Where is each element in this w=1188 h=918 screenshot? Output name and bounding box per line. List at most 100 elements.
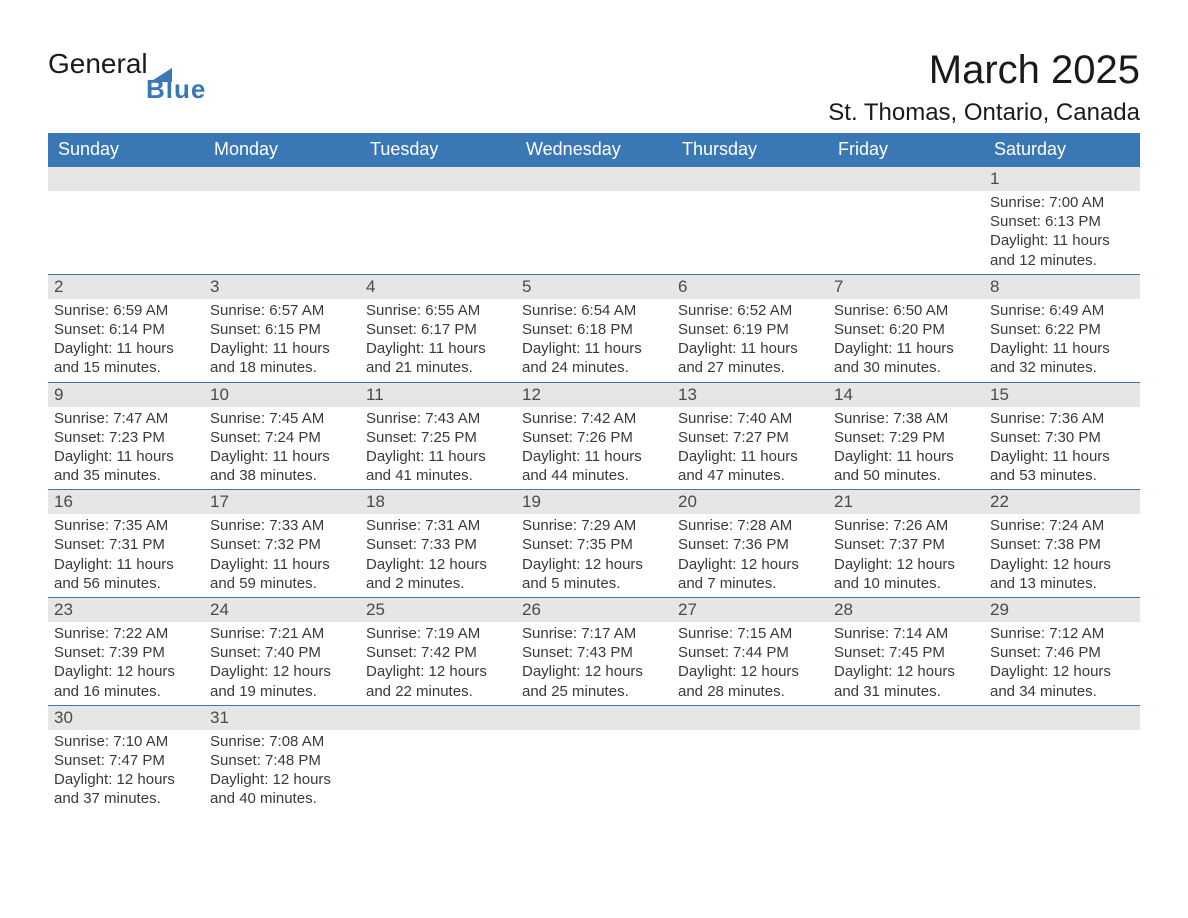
- day-number-empty: [204, 167, 360, 191]
- day-info-line: Sunset: 7:44 PM: [678, 643, 824, 662]
- calendar-cell: 4Sunrise: 6:55 AMSunset: 6:17 PMDaylight…: [360, 274, 516, 382]
- header: General Blue March 2025 St. Thomas, Onta…: [48, 48, 1140, 127]
- day-info-line: and 35 minutes.: [54, 466, 200, 485]
- day-info-line: Sunrise: 6:54 AM: [522, 301, 668, 320]
- day-info: Sunrise: 7:15 AMSunset: 7:44 PMDaylight:…: [676, 624, 824, 701]
- day-info-line: Sunset: 7:45 PM: [834, 643, 980, 662]
- calendar-cell: 25Sunrise: 7:19 AMSunset: 7:42 PMDayligh…: [360, 598, 516, 706]
- calendar-body: 1Sunrise: 7:00 AMSunset: 6:13 PMDaylight…: [48, 167, 1140, 813]
- calendar-cell: [48, 167, 204, 275]
- day-info-line: Sunset: 7:43 PM: [522, 643, 668, 662]
- calendar-cell: 13Sunrise: 7:40 AMSunset: 7:27 PMDayligh…: [672, 382, 828, 490]
- calendar-cell: [828, 167, 984, 275]
- logo-word2: Blue: [146, 74, 206, 105]
- day-info-line: Daylight: 11 hours: [834, 339, 980, 358]
- day-info: Sunrise: 7:14 AMSunset: 7:45 PMDaylight:…: [832, 624, 980, 701]
- day-info-line: Sunset: 6:14 PM: [54, 320, 200, 339]
- calendar-cell: [672, 705, 828, 812]
- title-block: March 2025 St. Thomas, Ontario, Canada: [828, 48, 1140, 127]
- day-info-line: and 40 minutes.: [210, 789, 356, 808]
- day-info-line: Daylight: 12 hours: [522, 555, 668, 574]
- day-header: Friday: [828, 133, 984, 167]
- day-info: Sunrise: 7:10 AMSunset: 7:47 PMDaylight:…: [52, 732, 200, 809]
- day-info: Sunrise: 7:08 AMSunset: 7:48 PMDaylight:…: [208, 732, 356, 809]
- day-info-line: Sunset: 7:36 PM: [678, 535, 824, 554]
- day-info: Sunrise: 7:21 AMSunset: 7:40 PMDaylight:…: [208, 624, 356, 701]
- day-number-empty: [672, 167, 828, 191]
- day-info-line: Sunrise: 7:47 AM: [54, 409, 200, 428]
- calendar-cell: 20Sunrise: 7:28 AMSunset: 7:36 PMDayligh…: [672, 490, 828, 598]
- day-info-line: Sunrise: 7:42 AM: [522, 409, 668, 428]
- calendar-cell: 7Sunrise: 6:50 AMSunset: 6:20 PMDaylight…: [828, 274, 984, 382]
- calendar-cell: 9Sunrise: 7:47 AMSunset: 7:23 PMDaylight…: [48, 382, 204, 490]
- day-number: 9: [48, 383, 204, 407]
- day-info-line: Sunset: 7:35 PM: [522, 535, 668, 554]
- day-info-line: Sunrise: 7:24 AM: [990, 516, 1136, 535]
- calendar-week: 23Sunrise: 7:22 AMSunset: 7:39 PMDayligh…: [48, 598, 1140, 706]
- calendar-cell: 15Sunrise: 7:36 AMSunset: 7:30 PMDayligh…: [984, 382, 1140, 490]
- day-info-line: Sunrise: 7:22 AM: [54, 624, 200, 643]
- day-info-line: Sunrise: 7:26 AM: [834, 516, 980, 535]
- day-number: 1: [984, 167, 1140, 191]
- day-info-line: Sunset: 7:26 PM: [522, 428, 668, 447]
- day-info: Sunrise: 7:19 AMSunset: 7:42 PMDaylight:…: [364, 624, 512, 701]
- day-info-line: Sunrise: 7:38 AM: [834, 409, 980, 428]
- day-info-line: and 2 minutes.: [366, 574, 512, 593]
- day-number: 27: [672, 598, 828, 622]
- location: St. Thomas, Ontario, Canada: [828, 99, 1140, 127]
- day-info-line: Sunrise: 7:17 AM: [522, 624, 668, 643]
- day-info-line: and 32 minutes.: [990, 358, 1136, 377]
- day-info-line: and 56 minutes.: [54, 574, 200, 593]
- day-info-line: and 10 minutes.: [834, 574, 980, 593]
- day-info-line: Daylight: 12 hours: [366, 662, 512, 681]
- day-info: Sunrise: 6:50 AMSunset: 6:20 PMDaylight:…: [832, 301, 980, 378]
- day-info-line: Sunset: 6:17 PM: [366, 320, 512, 339]
- day-info-line: and 28 minutes.: [678, 682, 824, 701]
- day-info-line: Daylight: 12 hours: [522, 662, 668, 681]
- day-number-empty: [48, 167, 204, 191]
- day-info-line: Daylight: 12 hours: [54, 770, 200, 789]
- calendar-cell: [672, 167, 828, 275]
- day-number: 7: [828, 275, 984, 299]
- day-header: Tuesday: [360, 133, 516, 167]
- calendar-cell: 23Sunrise: 7:22 AMSunset: 7:39 PMDayligh…: [48, 598, 204, 706]
- day-info-line: Sunrise: 6:57 AM: [210, 301, 356, 320]
- day-info-line: and 44 minutes.: [522, 466, 668, 485]
- calendar-cell: [360, 167, 516, 275]
- day-info-line: Sunset: 7:27 PM: [678, 428, 824, 447]
- day-info-line: Daylight: 12 hours: [834, 662, 980, 681]
- calendar-cell: 26Sunrise: 7:17 AMSunset: 7:43 PMDayligh…: [516, 598, 672, 706]
- day-number: 8: [984, 275, 1140, 299]
- day-info-line: and 12 minutes.: [990, 251, 1136, 270]
- calendar-cell: [984, 705, 1140, 812]
- day-info: Sunrise: 7:31 AMSunset: 7:33 PMDaylight:…: [364, 516, 512, 593]
- day-number: 22: [984, 490, 1140, 514]
- day-info-line: Daylight: 11 hours: [54, 447, 200, 466]
- day-info-line: Daylight: 11 hours: [990, 339, 1136, 358]
- month-title: March 2025: [828, 48, 1140, 93]
- day-info-line: and 59 minutes.: [210, 574, 356, 593]
- day-info: Sunrise: 7:33 AMSunset: 7:32 PMDaylight:…: [208, 516, 356, 593]
- calendar-cell: 6Sunrise: 6:52 AMSunset: 6:19 PMDaylight…: [672, 274, 828, 382]
- day-info-line: Daylight: 12 hours: [678, 662, 824, 681]
- day-number-empty: [828, 706, 984, 730]
- day-info-line: Sunrise: 7:00 AM: [990, 193, 1136, 212]
- day-number: 21: [828, 490, 984, 514]
- day-info-line: Sunset: 7:48 PM: [210, 751, 356, 770]
- day-info: Sunrise: 7:35 AMSunset: 7:31 PMDaylight:…: [52, 516, 200, 593]
- day-info: Sunrise: 6:57 AMSunset: 6:15 PMDaylight:…: [208, 301, 356, 378]
- day-info-line: Sunset: 7:46 PM: [990, 643, 1136, 662]
- day-info-line: Sunrise: 7:19 AM: [366, 624, 512, 643]
- day-info-line: Sunrise: 6:50 AM: [834, 301, 980, 320]
- day-info-line: and 47 minutes.: [678, 466, 824, 485]
- day-info-line: Sunset: 7:25 PM: [366, 428, 512, 447]
- calendar-cell: 5Sunrise: 6:54 AMSunset: 6:18 PMDaylight…: [516, 274, 672, 382]
- calendar-cell: 16Sunrise: 7:35 AMSunset: 7:31 PMDayligh…: [48, 490, 204, 598]
- day-info-line: Daylight: 12 hours: [678, 555, 824, 574]
- day-info-line: Sunrise: 7:15 AM: [678, 624, 824, 643]
- day-header: Wednesday: [516, 133, 672, 167]
- day-number: 19: [516, 490, 672, 514]
- day-info-line: Sunrise: 6:59 AM: [54, 301, 200, 320]
- day-info-line: Daylight: 11 hours: [522, 339, 668, 358]
- day-info-line: and 41 minutes.: [366, 466, 512, 485]
